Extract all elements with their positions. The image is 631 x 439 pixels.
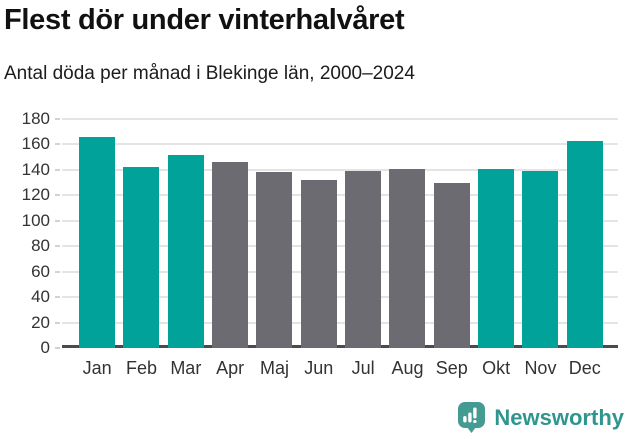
y-tick-mark-80 [55,245,60,248]
brand-footer: Newsworthy [457,401,624,434]
x-tick-label-Sep: Sep [435,358,468,378]
bar-Okt [478,168,515,348]
gridline-160 [62,143,618,146]
x-tick-label-Feb: Feb [125,358,157,378]
y-tick-label-140: 140 [21,159,50,179]
bar-Maj [256,172,293,348]
bar-slot-Apr [208,119,252,348]
y-tick-mark-140 [55,168,60,171]
gridline-60 [62,270,618,273]
chart-subtitle: Antal döda per månad i Blekinge län, 200… [4,63,415,84]
y-tick-label-0: 0 [40,338,50,357]
bar-Jul [345,171,382,348]
y-tick-label-180: 180 [21,109,50,128]
bar-Jan [79,136,116,348]
y-tick-mark-120 [55,194,60,197]
bar-Sep [433,182,470,348]
plot-area [62,118,618,348]
x-tick-label-Okt: Okt [482,358,511,378]
y-tick-label-160: 160 [21,134,50,154]
bar-slot-Jun [297,119,341,348]
y-tick-label-20: 20 [31,312,50,332]
y-tick-label-120: 120 [21,185,50,205]
bar-slot-Jul [341,119,385,348]
x-tick-label-Mar: Mar [170,358,202,378]
y-tick-label-80: 80 [31,236,50,256]
gridline-120 [62,194,618,197]
x-tick-label-Jan: Jan [82,358,112,378]
gridline-40 [62,296,618,299]
gridline-80 [62,245,618,248]
gridline-100 [62,219,618,222]
gridline-20 [62,321,618,324]
bar-slot-Dec [563,119,607,348]
gridline-180 [62,118,618,120]
y-tick-label-60: 60 [31,261,50,281]
x-tick-label-Apr: Apr [216,358,245,378]
y-tick-label-40: 40 [31,287,50,307]
bar-slot-Maj [252,119,296,348]
newsworthy-logo-icon [458,402,486,433]
x-tick-label-Nov: Nov [524,358,557,378]
y-tick-mark-60 [55,270,60,273]
x-tick-label-Dec: Dec [568,358,601,378]
y-tick-mark-0 [55,347,60,349]
bar-Nov [522,171,559,348]
bar-Dec [566,140,603,348]
bar-slot-Feb [119,119,163,348]
chart-title: Flest dör under vinterhalvåret [4,4,405,36]
y-tick-label-100: 100 [21,210,50,230]
gridline-140 [62,168,618,171]
x-tick-label-Aug: Aug [391,358,424,378]
y-tick-mark-180 [55,118,60,120]
brand-name: Newsworthy [494,404,624,430]
bar-Jun [300,180,337,348]
bar-series [75,119,607,348]
bar-slot-Okt [474,119,518,348]
bar-slot-Nov [518,119,562,348]
x-axis: Jan Feb Mar Apr Maj Jun Jul Aug Sep Okt Nov Dec [75,357,607,379]
x-tick-label-Jul: Jul [351,358,375,378]
bar-Aug [389,168,426,348]
bar-Feb [123,167,160,348]
x-tick-label-Maj: Maj [259,358,289,378]
y-tick-mark-100 [55,219,60,222]
x-tick-label-Jun: Jun [304,358,334,378]
y-tick-mark-20 [55,321,60,324]
bar-Mar [167,154,204,348]
y-tick-mark-160 [55,143,60,146]
bar-slot-Mar [164,119,208,348]
bar-slot-Aug [385,119,429,348]
bar-slot-Sep [430,119,474,348]
bar-Apr [212,162,249,348]
bar-slot-Jan [75,119,119,348]
y-tick-mark-40 [55,296,60,299]
